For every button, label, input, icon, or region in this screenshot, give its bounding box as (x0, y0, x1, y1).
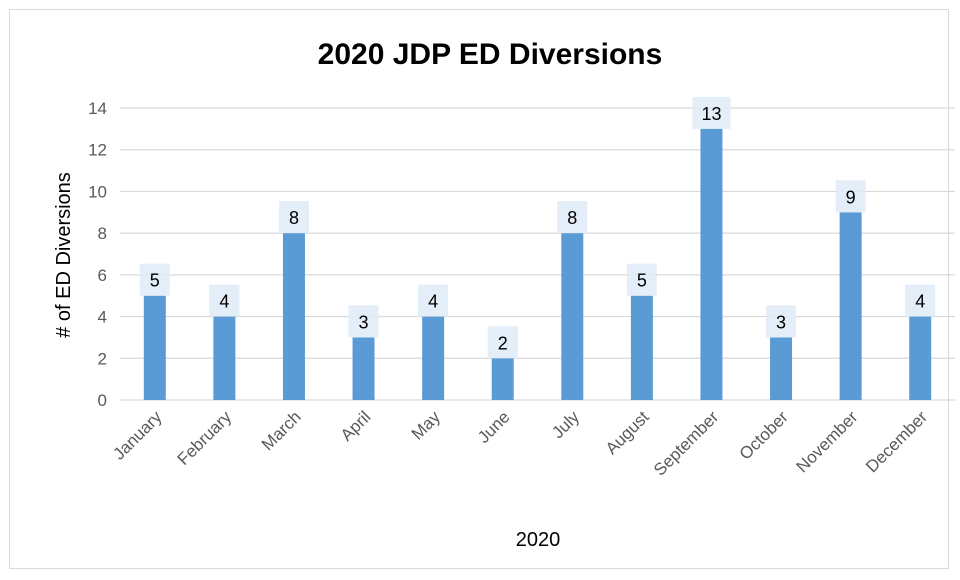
x-tick-label: February (174, 407, 236, 469)
data-label-value: 4 (219, 292, 229, 312)
data-label-value: 2 (498, 333, 508, 353)
y-tick-label: 8 (98, 224, 107, 243)
y-tick-label: 4 (98, 308, 107, 327)
gridlines (120, 107, 955, 401)
data-label-march: 8 (278, 201, 309, 234)
bar-november (839, 212, 862, 400)
bar-december (909, 316, 932, 400)
data-label-value: 8 (567, 208, 577, 228)
data-label-july: 8 (557, 201, 588, 234)
bars (143, 128, 932, 400)
bar-february (213, 316, 236, 400)
data-label-box (487, 326, 518, 359)
x-tick-label: May (408, 407, 444, 443)
data-label-november: 9 (835, 180, 866, 213)
chart-title: 2020 JDP ED Diversions (318, 38, 663, 71)
data-label-june: 2 (487, 326, 518, 359)
data-label-box (557, 201, 588, 234)
data-label-april: 3 (348, 305, 379, 338)
data-label-box (278, 201, 309, 234)
data-label-february: 4 (209, 284, 240, 317)
data-label-box (835, 180, 866, 213)
data-label-box (626, 263, 657, 296)
data-label-september: 13 (692, 96, 731, 129)
data-label-january: 5 (139, 263, 170, 296)
data-label-value: 5 (637, 271, 647, 291)
y-tick-label: 12 (88, 141, 107, 160)
data-label-value: 8 (289, 208, 299, 228)
data-label-box (348, 305, 379, 338)
x-tick-label: August (602, 407, 653, 458)
y-tick-label: 14 (88, 99, 107, 118)
data-label-box (692, 96, 731, 129)
x-tick-label: January (109, 407, 166, 464)
x-tick-label: June (474, 407, 514, 447)
data-label-october: 3 (766, 305, 797, 338)
data-label-value: 4 (428, 292, 438, 312)
data-labels: 5 4 8 3 4 2 8 5 13 3 9 4 (139, 96, 936, 359)
data-label-august: 5 (626, 263, 657, 296)
data-label-box (209, 284, 240, 317)
x-tick-label: October (736, 407, 792, 463)
data-label-value: 4 (915, 292, 925, 312)
bar-january (143, 295, 166, 400)
data-label-value: 9 (846, 187, 856, 207)
x-axis-title: 2020 (516, 529, 561, 551)
data-label-box (418, 284, 449, 317)
data-label-value: 3 (776, 312, 786, 332)
bar-october (770, 337, 793, 400)
data-label-box (139, 263, 170, 296)
x-tick-label: November (793, 407, 862, 476)
data-label-value: 5 (150, 271, 160, 291)
data-label-december: 4 (905, 284, 936, 317)
bar-august (630, 295, 653, 400)
x-tick-label: December (862, 407, 931, 476)
y-tick-label: 10 (88, 182, 107, 201)
bar-september (700, 128, 723, 400)
x-tick-label: July (548, 407, 583, 442)
bar-july (561, 233, 584, 400)
x-tick-label: April (337, 407, 374, 444)
bar-march (282, 233, 305, 400)
x-tick-label: September (650, 407, 722, 479)
bar-may (422, 316, 445, 400)
y-axis-ticks: 0 2 4 6 8 10 12 14 (88, 99, 107, 410)
y-tick-label: 0 (98, 391, 107, 410)
data-label-box (766, 305, 797, 338)
x-axis-ticks: January February March April May June July Augu… (109, 407, 931, 480)
data-label-may: 4 (418, 284, 449, 317)
bar-april (352, 337, 375, 400)
y-tick-label: 6 (98, 266, 107, 285)
y-axis-title: # of ED Diversions (53, 172, 75, 338)
data-label-value: 3 (359, 312, 369, 332)
data-label-value: 13 (701, 104, 721, 124)
bar-june (491, 358, 514, 400)
x-tick-label: March (258, 407, 305, 454)
y-tick-label: 2 (98, 349, 107, 368)
data-label-box (905, 284, 936, 317)
